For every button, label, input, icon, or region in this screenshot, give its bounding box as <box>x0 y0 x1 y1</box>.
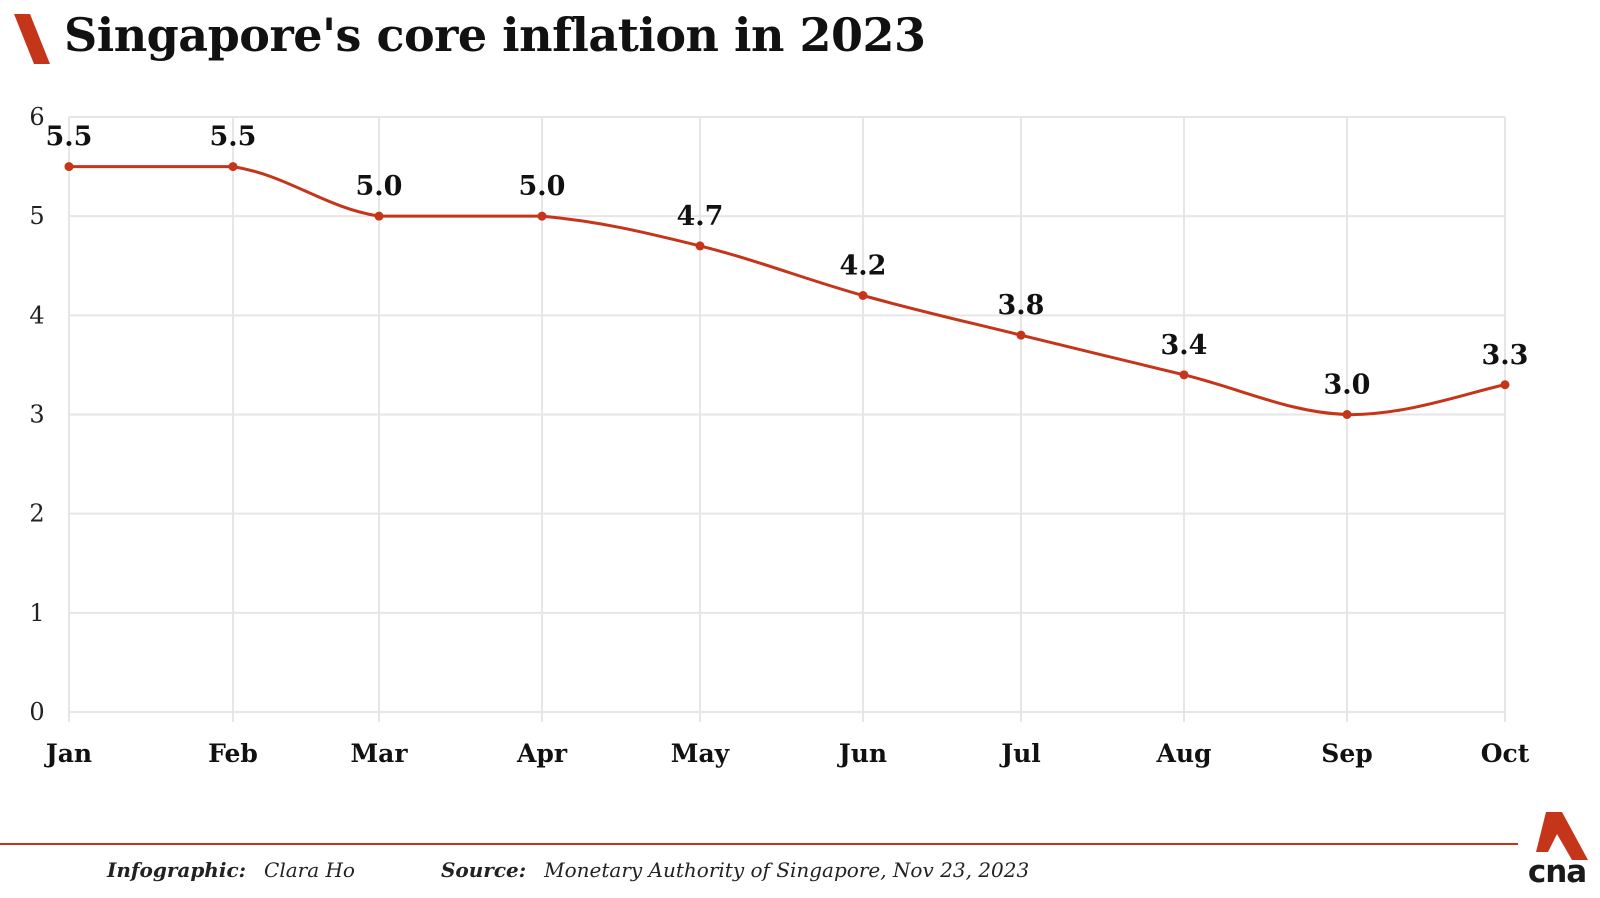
chart-title: Singapore's core inflation in 2023 <box>64 8 926 62</box>
data-labels: 5.5 5.5 5.0 5.0 4.7 4.2 3.8 3.4 3.0 3.3 <box>46 122 1529 401</box>
data-label: 3.0 <box>1324 370 1371 401</box>
data-point <box>374 211 384 221</box>
data-label: 3.3 <box>1482 340 1529 371</box>
data-label: 4.2 <box>840 251 887 282</box>
source-credit: Monetary Authority of Singapore, Nov 23,… <box>544 858 1030 882</box>
line-chart: 0 1 2 3 4 5 6 Jan Feb Mar Apr May Jun Jul Aug Sep Oct 5.… <box>29 103 1529 768</box>
data-label: 5.5 <box>210 122 257 153</box>
data-points <box>64 162 1510 419</box>
infographic-label: Infographic: <box>107 858 247 882</box>
data-point <box>1179 370 1189 380</box>
cna-logo-text: cna <box>1527 854 1587 890</box>
x-tick-label: Jun <box>837 739 887 768</box>
footer-credits: Infographic: Clara Ho Source: Monetary Auth… <box>107 858 1029 882</box>
data-label: 4.7 <box>677 201 724 232</box>
y-tick-label: 3 <box>29 401 44 429</box>
data-point <box>64 162 74 172</box>
axis-labels: 0 1 2 3 4 5 6 Jan Feb Mar Apr May Jun Jul Aug Sep Oct <box>29 103 1529 768</box>
y-tick-label: 5 <box>29 202 44 230</box>
infographic-credit: Clara Ho <box>264 858 355 882</box>
title-accent-icon <box>14 14 50 64</box>
x-tick-label: May <box>671 739 731 768</box>
data-point <box>1342 410 1352 419</box>
y-tick-label: 1 <box>29 599 44 627</box>
x-tick-label: Apr <box>516 739 568 768</box>
footer-divider <box>0 843 1518 845</box>
y-tick-label: 2 <box>29 500 44 528</box>
data-point <box>858 291 868 300</box>
data-label: 5.0 <box>519 171 566 202</box>
cna-logo-icon <box>1536 812 1588 860</box>
data-point <box>1500 380 1510 390</box>
data-point <box>228 162 238 172</box>
x-tick-label: Sep <box>1321 739 1372 768</box>
x-tick-label: Feb <box>208 739 258 768</box>
y-tick-label: 6 <box>29 103 44 131</box>
source-label: Source: <box>440 858 527 882</box>
data-label: 5.0 <box>356 171 403 202</box>
x-tick-label: Aug <box>1155 739 1211 768</box>
data-point <box>1016 330 1026 340</box>
data-point <box>695 241 705 251</box>
series-line <box>68 165 1506 417</box>
data-label: 3.4 <box>1161 330 1208 361</box>
gridlines <box>68 116 1506 722</box>
x-tick-label: Jul <box>999 739 1041 768</box>
data-label: 3.8 <box>998 290 1045 321</box>
x-tick-label: Jan <box>44 739 92 768</box>
data-label: 5.5 <box>46 122 93 153</box>
x-tick-label: Oct <box>1481 739 1530 768</box>
y-tick-label: 0 <box>29 698 44 726</box>
y-tick-label: 4 <box>29 301 44 329</box>
x-tick-label: Mar <box>350 739 408 768</box>
data-point <box>537 211 547 221</box>
